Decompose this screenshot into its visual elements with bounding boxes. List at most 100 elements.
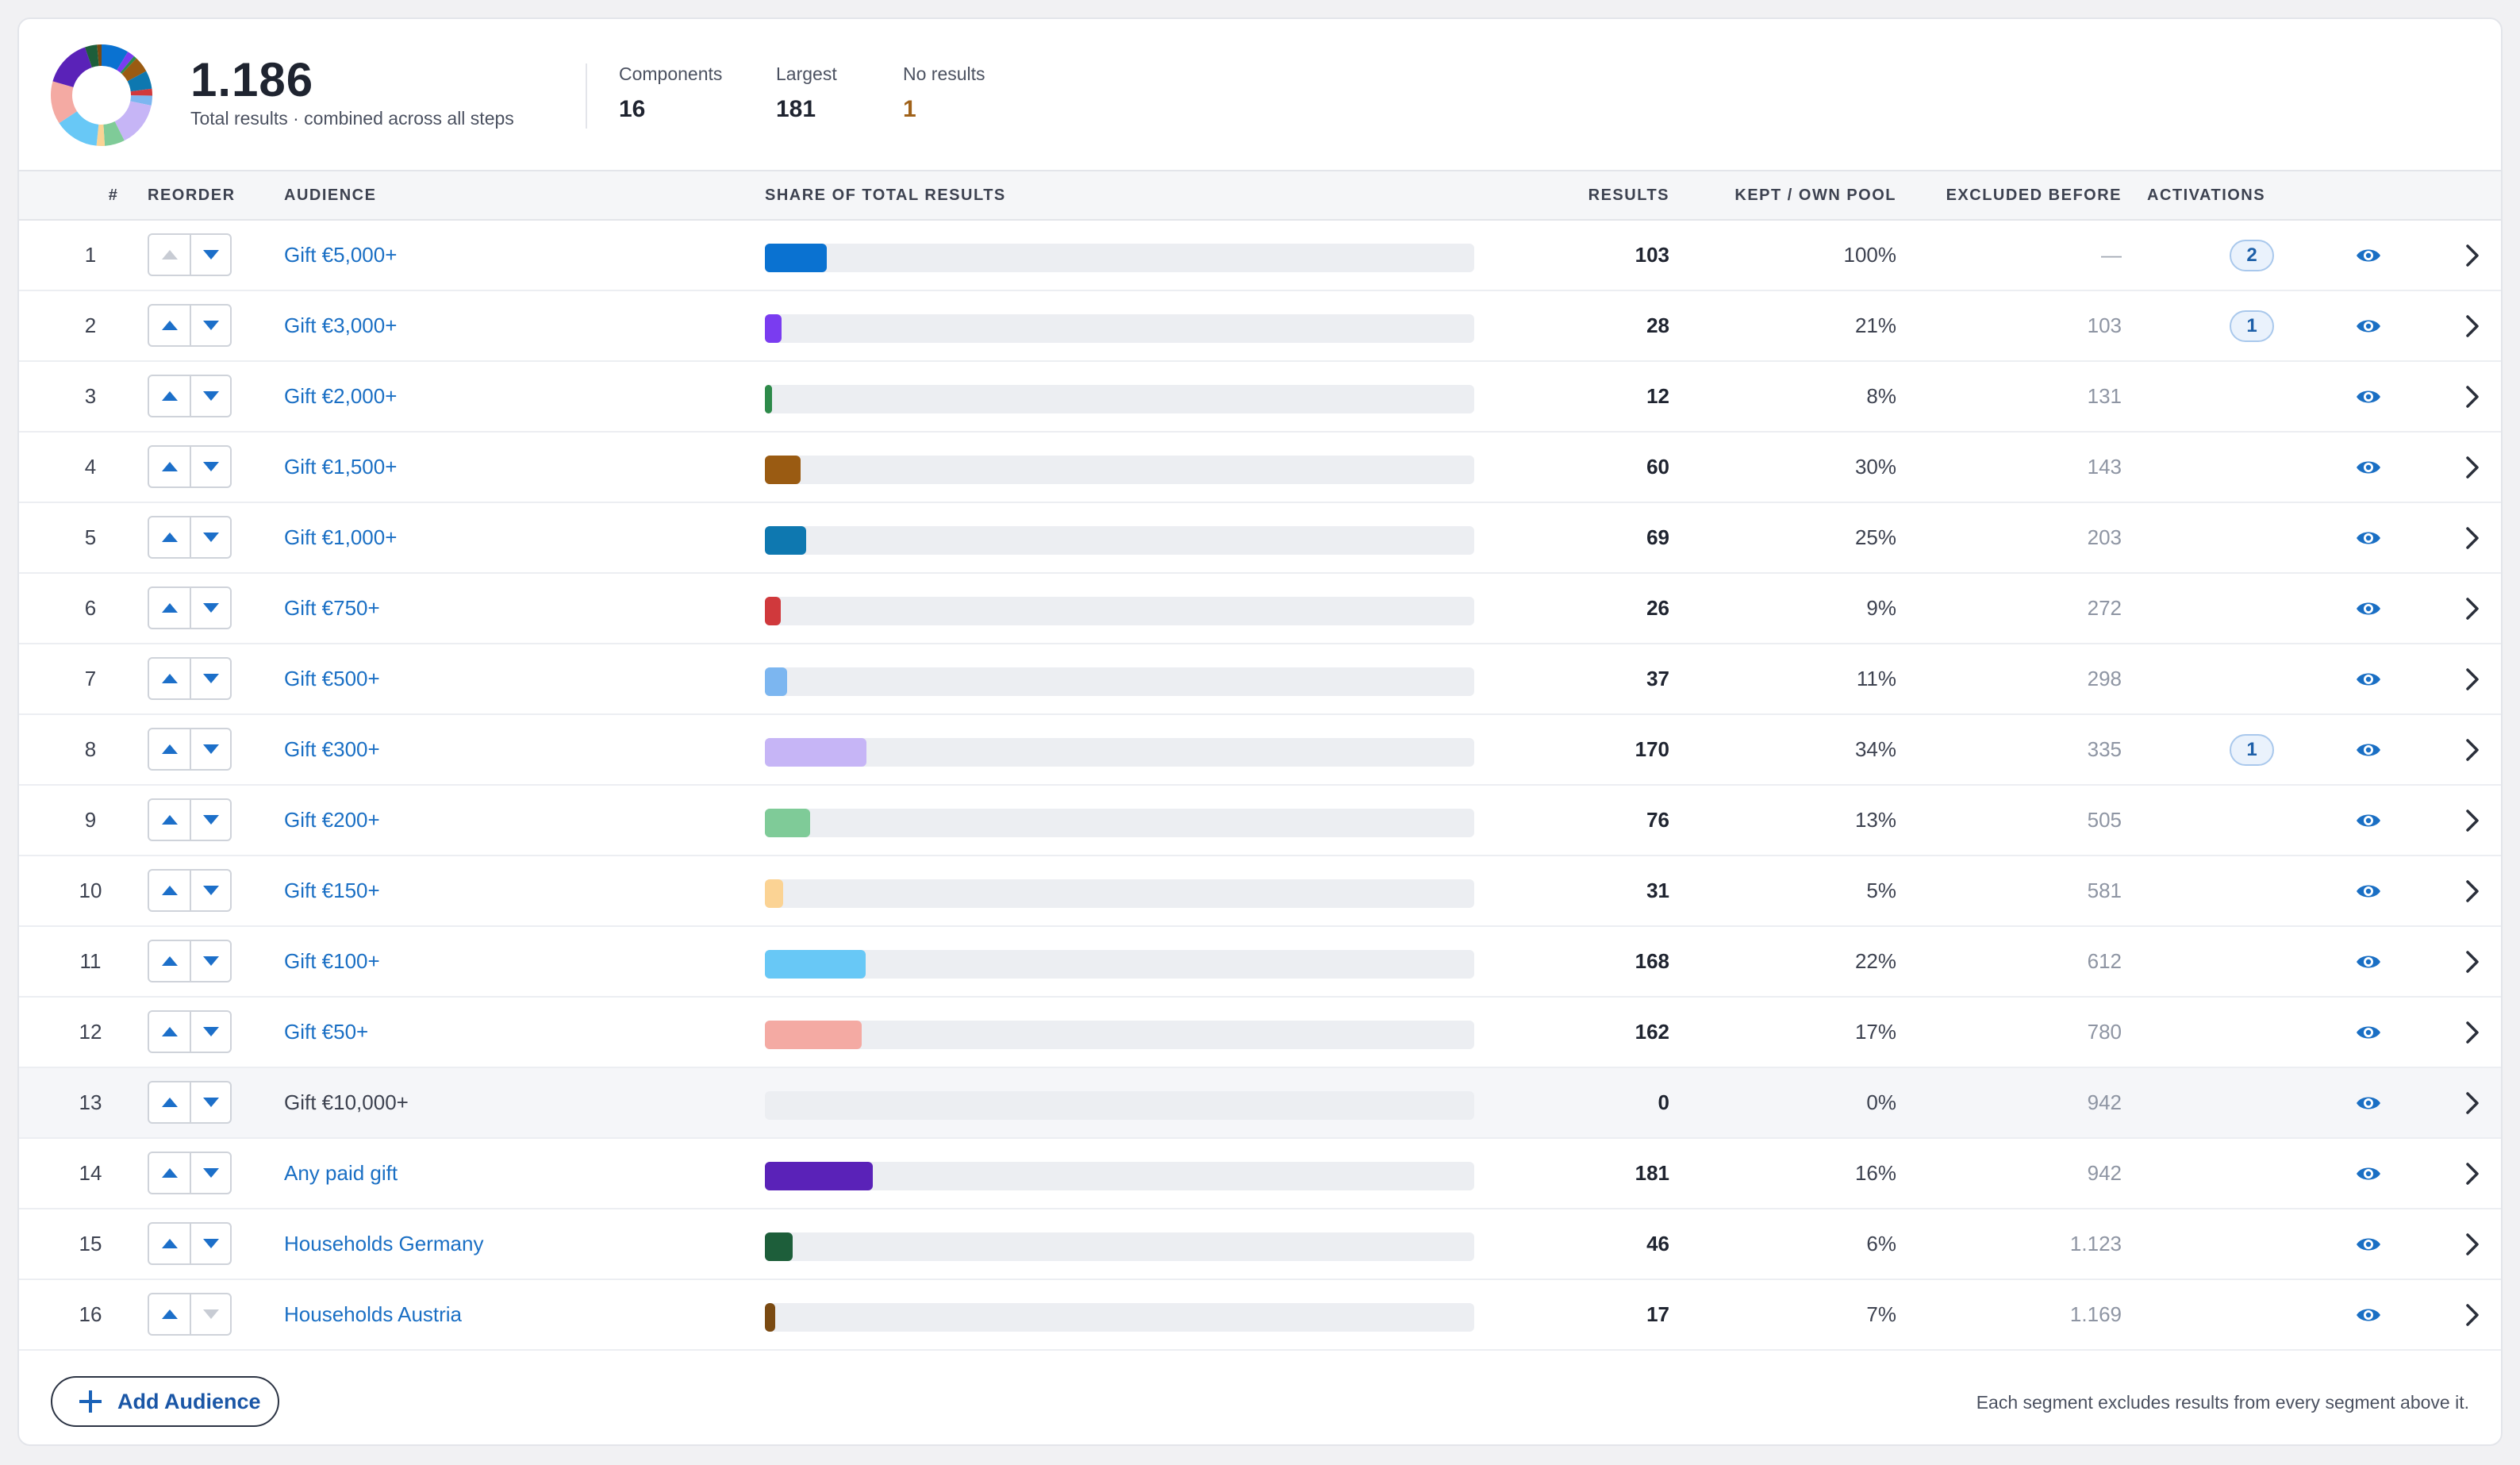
audience-name[interactable]: Households Austria — [284, 1302, 463, 1326]
eye-icon[interactable] — [2355, 667, 2382, 691]
move-up-button[interactable] — [149, 1012, 190, 1052]
move-down-button[interactable] — [190, 376, 230, 416]
arrow-down-icon — [202, 1168, 219, 1178]
move-down-button[interactable] — [190, 235, 230, 275]
excluded-before: 143 — [2087, 455, 2122, 479]
move-down-button[interactable] — [190, 1153, 230, 1193]
arrow-down-icon — [202, 1239, 219, 1248]
audience-name[interactable]: Gift €2,000+ — [284, 384, 398, 408]
chevron-right-icon[interactable] — [2463, 242, 2482, 269]
move-up-button[interactable] — [149, 588, 190, 628]
results-count: 181 — [1635, 1161, 1669, 1185]
chevron-right-icon[interactable] — [2463, 948, 2482, 975]
audience-name[interactable]: Gift €500+ — [284, 667, 380, 690]
move-up-button[interactable] — [149, 659, 190, 698]
move-up-button[interactable] — [149, 800, 190, 840]
eye-icon[interactable] — [2355, 1303, 2382, 1327]
audience-name[interactable]: Gift €5,000+ — [284, 243, 398, 267]
move-up-button[interactable] — [149, 306, 190, 345]
move-down-button[interactable] — [190, 1224, 230, 1263]
chevron-right-icon[interactable] — [2463, 1090, 2482, 1117]
chevron-right-icon[interactable] — [2463, 595, 2482, 622]
eye-icon[interactable] — [2355, 1162, 2382, 1186]
audience-name[interactable]: Households Germany — [284, 1232, 484, 1255]
reorder-control — [148, 586, 232, 629]
move-down-button[interactable] — [190, 1082, 230, 1122]
arrow-up-icon — [161, 886, 178, 895]
add-audience-button[interactable]: Add Audience — [51, 1376, 279, 1427]
eye-icon[interactable] — [2355, 526, 2382, 550]
header-divider — [586, 63, 587, 129]
share-bar-fill — [765, 1303, 775, 1332]
eye-icon[interactable] — [2355, 314, 2382, 338]
move-up-button[interactable] — [149, 941, 190, 981]
results-count: 37 — [1646, 667, 1669, 690]
chevron-right-icon[interactable] — [2463, 1231, 2482, 1258]
move-down-button[interactable] — [190, 588, 230, 628]
audience-name[interactable]: Gift €1,500+ — [284, 455, 398, 479]
move-down-button[interactable] — [190, 729, 230, 769]
move-down-button[interactable] — [190, 306, 230, 345]
activations-badge[interactable]: 2 — [2230, 240, 2274, 271]
audience-name[interactable]: Gift €750+ — [284, 596, 380, 620]
move-up-button[interactable] — [149, 447, 190, 486]
eye-icon[interactable] — [2355, 1021, 2382, 1044]
audience-name[interactable]: Gift €150+ — [284, 879, 380, 902]
move-down-button[interactable] — [190, 517, 230, 557]
chevron-right-icon[interactable] — [2463, 1302, 2482, 1328]
chevron-right-icon[interactable] — [2463, 383, 2482, 410]
move-down-button[interactable] — [190, 1012, 230, 1052]
move-up-button[interactable] — [149, 729, 190, 769]
move-down-button[interactable] — [190, 871, 230, 910]
eye-icon[interactable] — [2355, 809, 2382, 832]
chevron-right-icon[interactable] — [2463, 807, 2482, 834]
move-up-button[interactable] — [149, 517, 190, 557]
reorder-control — [148, 1293, 232, 1336]
eye-icon[interactable] — [2355, 950, 2382, 974]
share-bar-fill — [765, 1232, 793, 1261]
move-down-button[interactable] — [190, 941, 230, 981]
audience-name[interactable]: Gift €100+ — [284, 949, 380, 973]
move-up-button[interactable] — [149, 1153, 190, 1193]
move-up-button[interactable] — [149, 1294, 190, 1334]
row-number: 1 — [84, 243, 97, 267]
audience-name[interactable]: Any paid gift — [284, 1161, 398, 1185]
activations-badge[interactable]: 1 — [2230, 734, 2274, 766]
arrow-down-icon — [202, 1309, 219, 1319]
audience-name[interactable]: Gift €300+ — [284, 737, 380, 761]
move-down-button[interactable] — [190, 800, 230, 840]
eye-icon[interactable] — [2355, 244, 2382, 267]
eye-icon[interactable] — [2355, 597, 2382, 621]
share-bar — [765, 667, 1474, 696]
audience-name[interactable]: Gift €50+ — [284, 1020, 369, 1044]
activations-badge[interactable]: 1 — [2230, 310, 2274, 342]
excluded-before: 103 — [2087, 313, 2122, 337]
eye-icon[interactable] — [2355, 1091, 2382, 1115]
eye-icon[interactable] — [2355, 738, 2382, 762]
chevron-right-icon[interactable] — [2463, 1019, 2482, 1046]
share-bar — [765, 597, 1474, 625]
move-up-button[interactable] — [149, 1082, 190, 1122]
chevron-right-icon[interactable] — [2463, 454, 2482, 481]
kept-percent: 7% — [1866, 1302, 1896, 1326]
move-up-button[interactable] — [149, 376, 190, 416]
chevron-right-icon[interactable] — [2463, 666, 2482, 693]
audience-name[interactable]: Gift €1,000+ — [284, 525, 398, 549]
chevron-right-icon[interactable] — [2463, 736, 2482, 763]
chevron-right-icon[interactable] — [2463, 525, 2482, 552]
audience-name[interactable]: Gift €200+ — [284, 808, 380, 832]
move-down-button[interactable] — [190, 447, 230, 486]
chevron-right-icon[interactable] — [2463, 878, 2482, 905]
audience-funnel-card: 1.186 Total results · combined across al… — [17, 17, 2503, 1446]
eye-icon[interactable] — [2355, 385, 2382, 409]
eye-icon[interactable] — [2355, 879, 2382, 903]
audience-name[interactable]: Gift €3,000+ — [284, 313, 398, 337]
chevron-right-icon[interactable] — [2463, 1160, 2482, 1187]
chevron-right-icon[interactable] — [2463, 313, 2482, 340]
row-number: 14 — [79, 1161, 102, 1185]
move-up-button[interactable] — [149, 1224, 190, 1263]
move-down-button[interactable] — [190, 659, 230, 698]
move-up-button[interactable] — [149, 871, 190, 910]
eye-icon[interactable] — [2355, 1232, 2382, 1256]
eye-icon[interactable] — [2355, 456, 2382, 479]
